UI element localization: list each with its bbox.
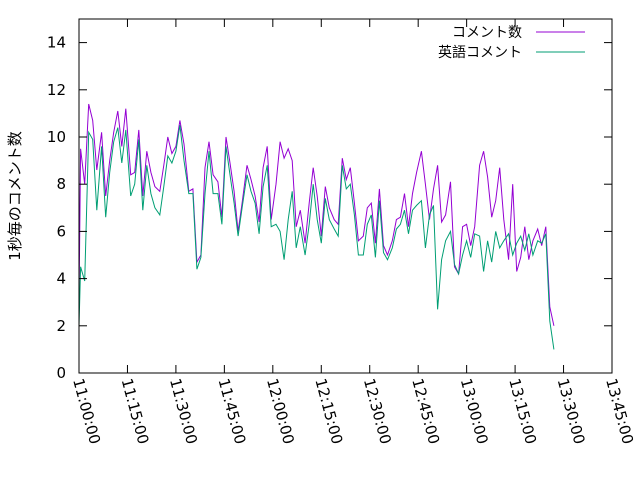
y-tick-label: 12 (47, 81, 66, 99)
x-axis: 11:00:00 11:15:00 11:30:00 11:45:00 12:00:00… (69, 19, 637, 446)
x-tick-label: 12:00:00 (263, 376, 298, 446)
x-tick-label: 11:15:00 (118, 376, 153, 446)
y-axis-label: 1秒毎のコメント数 (6, 131, 24, 261)
series-line-comments (78, 103, 555, 326)
y-axis: 0 2 4 6 8 10 12 14 (47, 34, 612, 382)
y-tick-label: 6 (56, 222, 66, 240)
y-tick-label: 14 (47, 34, 66, 52)
x-tick-label: 13:45:00 (602, 376, 637, 446)
y-tick-label: 10 (47, 128, 66, 146)
y-tick-label: 2 (56, 317, 66, 335)
y-tick-label: 0 (56, 364, 66, 382)
plot-layer (78, 103, 555, 350)
x-tick-label: 12:30:00 (360, 376, 395, 446)
x-tick-label: 13:00:00 (457, 376, 492, 446)
x-tick-label: 13:15:00 (505, 376, 540, 446)
y-tick-label: 4 (56, 270, 66, 288)
legend-label-comments: コメント数 (452, 25, 522, 41)
series-line-english-comments (78, 125, 555, 350)
plot-frame (78, 18, 613, 374)
legend-label-english-comments: 英語コメント (438, 44, 522, 61)
legend: コメント数 英語コメント (438, 25, 585, 61)
x-tick-label: 12:15:00 (311, 376, 346, 446)
x-tick-label: 12:45:00 (408, 376, 443, 446)
x-tick-label: 11:00:00 (69, 376, 104, 446)
x-tick-label: 11:45:00 (214, 376, 249, 446)
y-tick-label: 8 (56, 175, 66, 193)
x-tick-label: 11:30:00 (166, 376, 201, 446)
x-tick-label: 13:30:00 (554, 376, 589, 446)
